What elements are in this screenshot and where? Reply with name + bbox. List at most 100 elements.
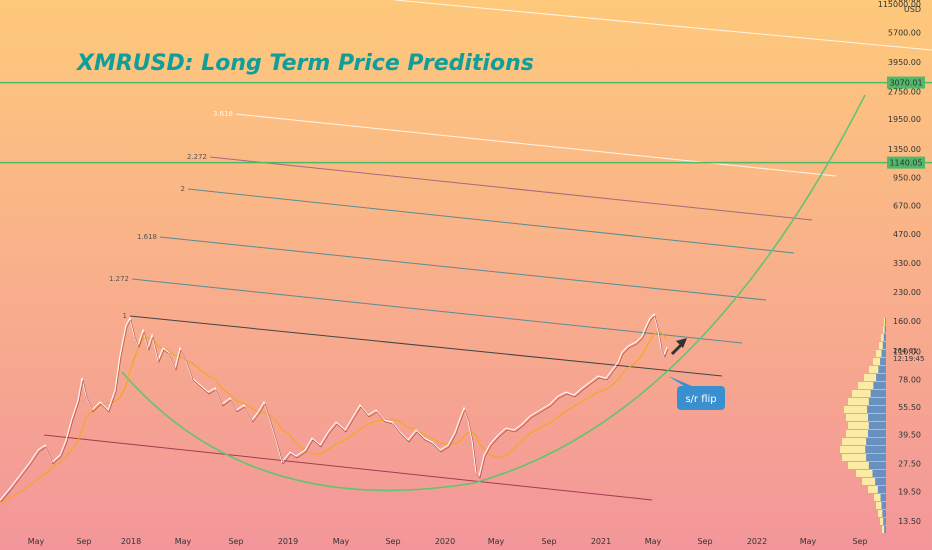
price-series [0,313,669,503]
price-tick-label: 110.00 [893,348,921,357]
volume-bar-yellow [848,398,869,405]
price-tick-label: 78.00 [898,375,921,384]
level-label: 1140.05 [889,159,922,168]
volume-bar-yellow [873,358,881,365]
time-tick-label: Sep [385,537,400,546]
price-tick-label: 115000.00 [878,0,921,9]
time-tick-label: Sep [697,537,712,546]
level-tag [887,76,925,89]
parabolic-curve [121,94,866,492]
price-line [0,313,668,501]
volume-bar-yellow [879,342,883,349]
volume-bar-yellow [868,486,878,493]
fib-label: 2 [181,185,185,193]
fib-line-top [394,0,932,51]
volume-bar-yellow [882,526,885,533]
volume-profile [840,318,886,533]
volume-bar-yellow [876,502,882,509]
price-tick-label: 1950.00 [888,115,921,124]
price-tick-label: 470.00 [893,230,921,239]
volume-bar-yellow [878,510,883,517]
price-tick-label: 2750.00 [888,87,921,96]
price-tick-label: 1350.00 [888,145,921,154]
time-tick-label: May [488,537,505,546]
price-tick-label: 13.50 [898,517,921,526]
volume-bar-blue [877,486,886,493]
fib-line [235,113,837,177]
volume-bar-yellow [862,478,876,485]
volume-bar-blue [865,446,886,453]
volume-bar-yellow [874,494,881,501]
volume-bar-blue [880,358,886,365]
volume-bar-blue [868,422,886,429]
price-axis-unit: USD [904,5,921,14]
parabola-line [121,94,866,492]
chart-title: XMRUSD: Long Term Price Preditions [75,51,534,76]
volume-bar-blue [884,326,886,333]
volume-bar-blue [866,454,886,461]
fib-label: 1 [123,312,127,320]
volume-bar-blue [868,414,886,421]
price-tick-label: 230.00 [893,288,921,297]
price-tick-label: 160.00 [893,317,921,326]
callout-label: s/r flip [685,394,716,405]
countdown-label: 12:19:45 [893,355,924,363]
price-tick-label: 19.50 [898,487,921,496]
volume-bar-yellow [880,518,884,525]
time-tick-label: May [175,537,192,546]
volume-bar-yellow [869,366,879,373]
price-tick-label: 8700.00 [888,0,921,3]
volume-bar-blue [866,438,886,445]
fib-line [131,278,743,344]
time-tick-label: 2020 [435,537,455,546]
time-tick-label: 2018 [121,537,141,546]
volume-bar-blue [884,526,886,533]
callout-box [677,386,725,410]
callout-tail [668,376,692,386]
sr-flip-callout: s/r flip [668,376,725,410]
volume-bar-yellow [856,470,873,477]
price-candles-shadow [0,315,669,503]
time-tick-label: May [333,537,350,546]
volume-bar-blue [872,470,886,477]
volume-bar-yellow [846,414,868,421]
fib-line [159,236,767,301]
volume-bar-blue [867,406,886,413]
time-tick-label: Sep [541,537,556,546]
volume-bar-blue [882,510,886,517]
time-tick-label: May [645,537,662,546]
time-tick-label: May [28,537,45,546]
volume-bar-yellow [864,374,877,381]
volume-bar-yellow [876,350,882,357]
volume-bar-yellow [840,446,866,453]
volume-bar-blue [885,318,886,325]
current-price-tag: 264.61 12:19:45 [893,347,924,363]
fib-label: 3.618 [213,110,233,118]
volume-bar-yellow [842,438,867,445]
volume-bar-blue [870,390,886,397]
volume-bar-blue [875,478,886,485]
volume-bar-blue [883,334,886,341]
fib-extension-lines: 1 1.272 1.618 2 2.272 3.618 [109,0,932,377]
trend-lines [43,434,653,501]
volume-bar-blue [873,382,886,389]
fib-label: 1.272 [109,275,129,283]
volume-bar-blue [878,366,886,373]
volume-bar-blue [883,518,886,525]
volume-bar-blue [868,430,886,437]
time-tick-label: 2021 [591,537,611,546]
fib-label: 2.272 [187,153,207,161]
up-arrow-head [676,338,687,348]
fib-line [209,156,813,221]
volume-bar-blue [876,374,886,381]
moving-average [0,331,668,505]
time-tick-label: 2022 [747,537,767,546]
time-axis: May Sep 2018 May Sep 2019 May Sep 2020 May Sep 2021… [28,537,868,546]
time-tick-label: Sep [228,537,243,546]
time-tick-label: Sep [852,537,867,546]
price-tick-label: 670.00 [893,202,921,211]
price-tick-label: 55.50 [898,403,921,412]
